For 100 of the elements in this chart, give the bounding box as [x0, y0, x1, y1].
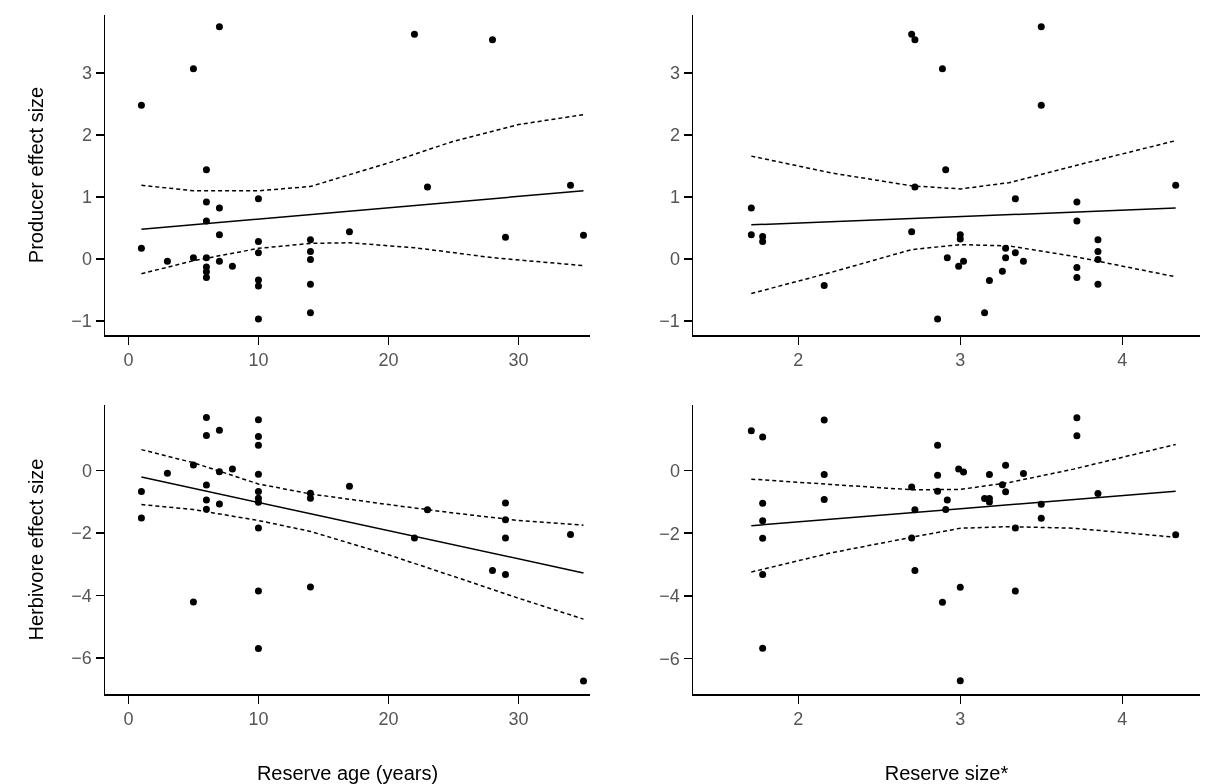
point [911, 566, 919, 574]
point [1037, 514, 1045, 522]
point [1073, 414, 1081, 422]
point [934, 315, 942, 323]
line-series [140, 503, 585, 620]
point [1094, 280, 1102, 288]
point [820, 416, 828, 424]
line-series [140, 113, 585, 192]
point [306, 280, 314, 288]
point [202, 198, 210, 206]
point [759, 644, 767, 652]
point [163, 257, 171, 265]
y-tick-label: −4 [71, 585, 92, 606]
point [1011, 195, 1019, 203]
point [254, 587, 262, 595]
point [1073, 217, 1081, 225]
point [1073, 273, 1081, 281]
point [747, 427, 755, 435]
x-tick-label: 2 [793, 350, 804, 371]
point [985, 470, 993, 478]
point [1019, 470, 1027, 477]
point [410, 30, 418, 38]
point [254, 416, 262, 424]
y-tick-label: 0 [81, 249, 92, 270]
point [202, 505, 210, 513]
point [759, 238, 767, 246]
point [254, 487, 262, 495]
point [955, 262, 963, 270]
point [1011, 587, 1019, 595]
y-axis-title: Herbivore effect size [25, 458, 48, 641]
point [956, 583, 964, 591]
x-tick-label: 10 [248, 709, 269, 730]
point [1002, 488, 1010, 496]
point [202, 413, 210, 421]
point [306, 247, 314, 255]
point [202, 496, 210, 504]
y-tick-label: 1 [669, 187, 680, 208]
y-tick-label: −2 [659, 523, 680, 544]
point [1073, 432, 1081, 440]
y-tick-label: −6 [71, 648, 92, 669]
y-tick-label: 0 [81, 460, 92, 481]
point [202, 481, 210, 489]
line-series [750, 443, 1177, 491]
point [580, 231, 587, 239]
point [820, 470, 828, 478]
x-axis-title: Reserve age (years) [256, 762, 439, 784]
point [759, 534, 767, 542]
point [345, 228, 353, 236]
point [215, 500, 223, 508]
point [759, 499, 767, 507]
y-tick-label: 0 [669, 460, 680, 481]
point [228, 465, 236, 473]
point [254, 195, 262, 203]
point [938, 65, 946, 73]
y-tick-label: 1 [81, 187, 92, 208]
point [956, 235, 964, 243]
y-tick-label: 3 [669, 63, 680, 84]
x-tick-label: 4 [1117, 709, 1128, 730]
point [943, 254, 951, 262]
x-tick-label: 20 [378, 350, 399, 371]
point [1094, 236, 1102, 244]
point [306, 583, 314, 591]
point [202, 432, 210, 440]
x-tick-label: 3 [955, 709, 966, 730]
point [202, 166, 210, 174]
point [189, 65, 197, 73]
point [908, 534, 916, 542]
point [215, 204, 223, 212]
point [747, 231, 755, 239]
point [960, 257, 968, 265]
point [137, 487, 145, 495]
point [202, 273, 210, 281]
line-series [750, 139, 1177, 190]
point [254, 282, 262, 290]
y-tick-label: −1 [659, 311, 680, 332]
point [1002, 254, 1010, 262]
x-tick-label: 20 [378, 709, 399, 730]
point [306, 309, 314, 317]
point [189, 461, 197, 469]
point [254, 441, 262, 449]
point [943, 496, 951, 504]
point [488, 36, 496, 44]
point [985, 277, 993, 285]
x-tick-label: 0 [123, 709, 134, 730]
y-tick-label: −6 [659, 648, 680, 669]
y-tick-label: −4 [659, 586, 680, 607]
point [567, 531, 574, 539]
point [1073, 264, 1081, 272]
point [956, 677, 964, 685]
point [911, 36, 919, 44]
point [759, 433, 767, 441]
point [423, 183, 431, 191]
point [1172, 181, 1180, 189]
point [501, 570, 509, 578]
point [215, 257, 223, 265]
point [189, 598, 197, 606]
point [1037, 101, 1045, 109]
y-tick-label: 2 [81, 125, 92, 146]
x-tick-label: 2 [793, 709, 804, 730]
point [960, 468, 968, 476]
